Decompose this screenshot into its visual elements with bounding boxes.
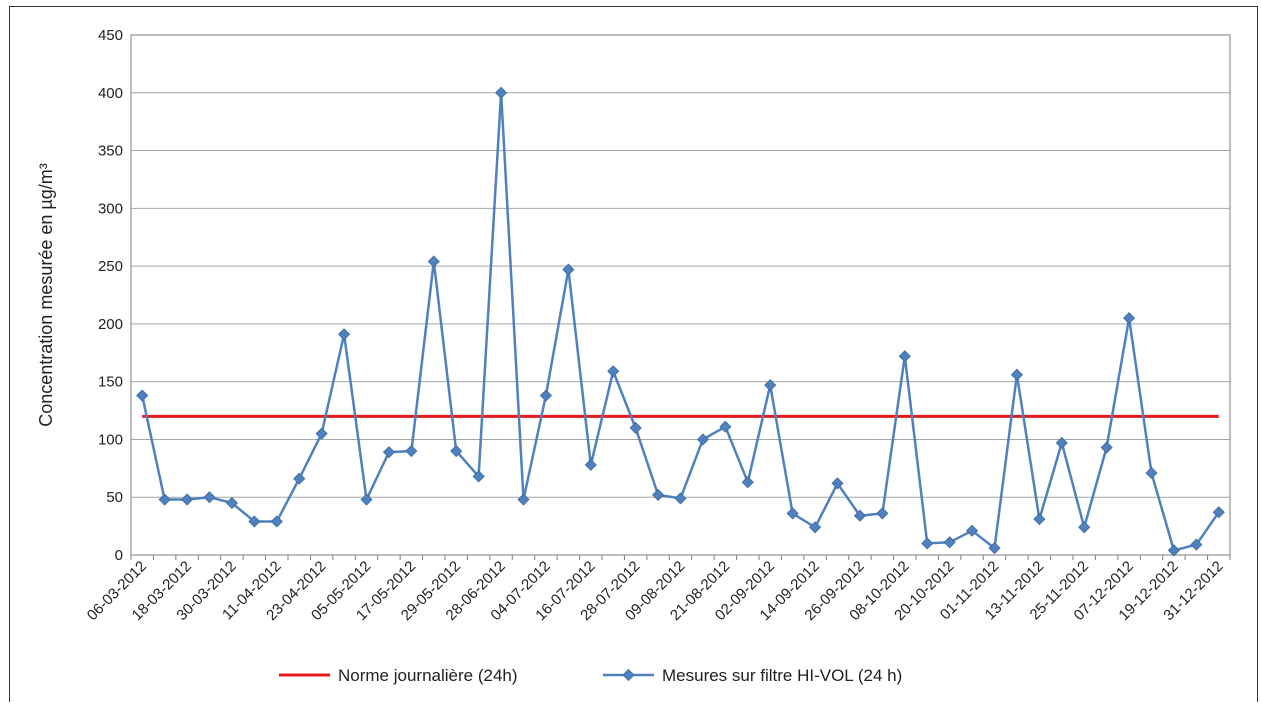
measurement-point [1033,513,1046,526]
legend-norm-label: Norme journalière (24h) [338,666,518,685]
measurement-point [1078,521,1091,534]
measurement-point [1190,538,1203,551]
y-tick-label: 350 [98,143,123,160]
measurement-series-line [140,91,1220,552]
measurement-point [1010,368,1023,381]
measurement-point [181,493,194,506]
measurement-point [450,444,463,458]
measurement-point [382,446,395,459]
measurement-point [539,389,552,402]
measurement-point [674,492,687,505]
measurement-point [809,521,822,534]
y-tick-label: 300 [98,200,123,217]
measurement-point [584,458,597,471]
y-tick-label: 0 [115,547,123,564]
measurement-point [360,493,373,506]
measurement-point [315,427,328,440]
measurement-point [921,537,934,550]
measurement-point [696,433,709,446]
measurement-point [1100,441,1113,454]
measurement-point [1167,544,1180,557]
measurement-point [495,86,508,99]
y-tick-label: 50 [106,489,123,506]
measurement-point [876,507,889,520]
measurement-point [853,509,866,522]
measurement-point [786,507,799,520]
measurement-point [652,488,665,501]
measurement-point [270,515,283,528]
measurement-point [629,421,642,434]
measurement-point [898,350,911,363]
legend-measurement-label: Mesures sur filtre HI-VOL (24 h) [662,666,902,685]
measurement-point [1212,506,1225,519]
measurement-point [158,493,171,506]
measurement-point [225,496,238,510]
measurement-point [1145,466,1158,480]
measurement-point [1055,436,1068,449]
measurement-point [203,491,216,504]
measurement-point [831,477,844,490]
plot-area-border [130,34,1231,556]
measurement-point [741,476,754,489]
measurement-point [136,389,149,402]
measurement-point [943,536,956,549]
y-axis-title: Concentration mesurée en µg/m³ [36,163,56,427]
measurement-point [405,444,418,458]
y-tick-label: 450 [98,27,123,44]
measurement-point [719,420,732,433]
measurement-point [248,515,261,528]
measurement-point [764,379,777,392]
measurement-point [988,542,1001,555]
y-tick-label: 250 [98,258,123,275]
measurement-point [1123,312,1136,325]
measurement-point [966,524,979,537]
y-tick-label: 400 [98,85,123,102]
y-tick-label: 150 [98,374,123,391]
measurement-point [472,470,485,483]
chart-frame [9,6,1258,702]
measurement-point [427,255,440,268]
measurement-point [293,472,306,485]
measurement-point [607,365,620,378]
measurement-point [338,328,351,341]
legend-measurement-marker [622,668,635,682]
y-tick-label: 100 [98,431,123,448]
measurement-point [562,263,575,276]
measurement-point [517,493,530,506]
y-tick-label: 200 [98,316,123,333]
